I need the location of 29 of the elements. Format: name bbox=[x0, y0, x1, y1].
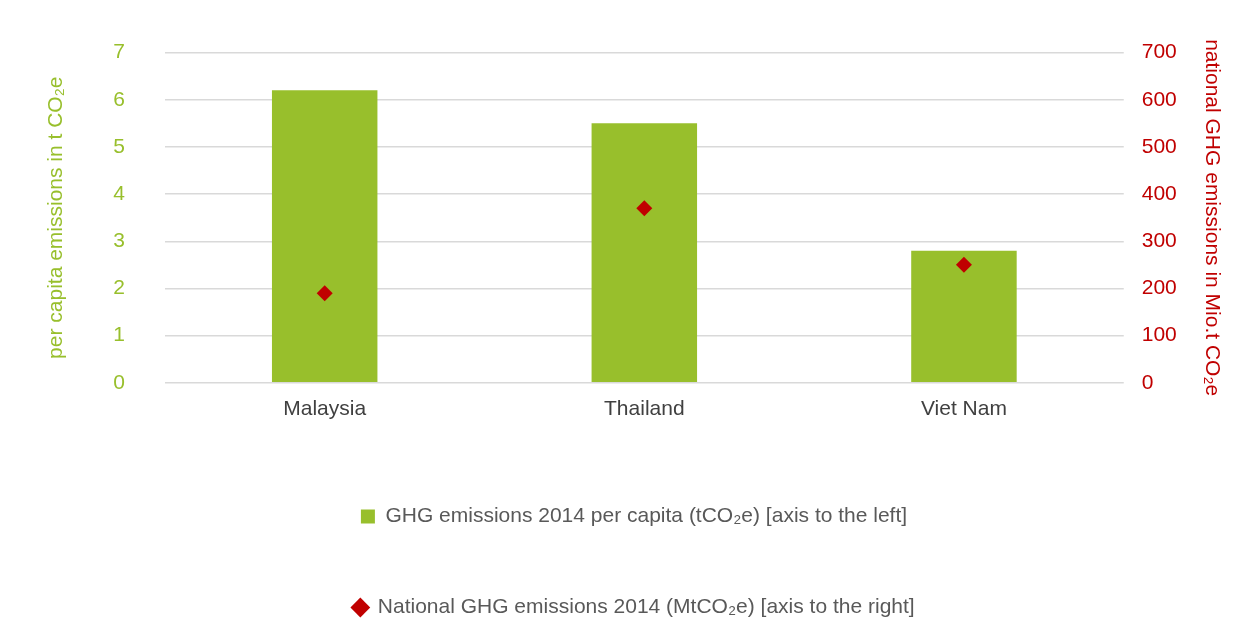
y-tick-label: 1 bbox=[113, 322, 125, 346]
bar bbox=[911, 250, 1017, 383]
x-tick-label: Malaysia bbox=[283, 396, 367, 420]
point bbox=[955, 256, 972, 273]
y-tick-label: 0 bbox=[113, 369, 125, 393]
y-tick-label: 6 bbox=[113, 86, 125, 110]
y-axis-title: per capita emissions in t CO₂e bbox=[43, 76, 67, 359]
point bbox=[316, 285, 333, 302]
y2-tick-label: 0 bbox=[1141, 369, 1154, 393]
y2-tick-label: 500 bbox=[1141, 133, 1177, 157]
point bbox=[636, 200, 653, 217]
y2-tick-label: 100 bbox=[1141, 322, 1177, 346]
legend-label: GHG emissions 2014 per capita (tCO₂e) [axis to the left] bbox=[385, 503, 908, 527]
y2-tick-label: 400 bbox=[1141, 180, 1177, 204]
bar bbox=[271, 90, 378, 383]
bar bbox=[591, 123, 698, 383]
y-tick-label: 5 bbox=[113, 133, 125, 157]
y2-tick-label: 700 bbox=[1141, 39, 1177, 63]
y-tick-label: 4 bbox=[113, 180, 126, 204]
y2-tick-label: 600 bbox=[1141, 86, 1177, 110]
y-tick-label: 2 bbox=[113, 275, 125, 299]
x-tick-label: Viet Nam bbox=[920, 396, 1007, 420]
y2-tick-label: 300 bbox=[1141, 228, 1177, 252]
y-tick-label: 7 bbox=[113, 39, 125, 63]
y-tick-label: 3 bbox=[113, 228, 125, 252]
y2-axis-title: national GHG emissions in Mio.t CO₂e bbox=[1201, 39, 1225, 397]
x-tick-label: Thailand bbox=[604, 396, 685, 420]
legend-label: National GHG emissions 2014 (MtCO₂e) [axis to the right] bbox=[377, 594, 915, 618]
y2-tick-label: 200 bbox=[1141, 275, 1177, 299]
